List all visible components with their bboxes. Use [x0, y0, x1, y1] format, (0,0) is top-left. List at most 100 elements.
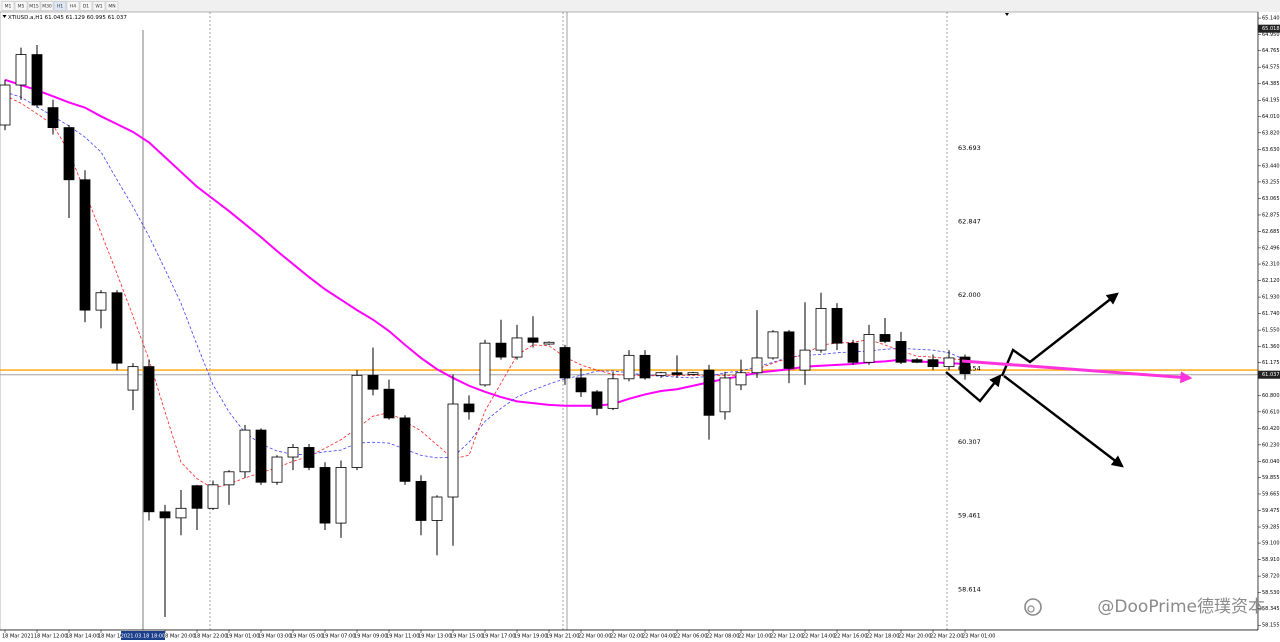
x-tick-label: 22 Mar 04:00: [642, 634, 675, 640]
candle-body: [591, 391, 603, 409]
x-tick-label: 19 Mar 13:00: [418, 634, 451, 640]
x-tick-label: 19 Mar 05:00: [290, 634, 323, 640]
timeframe-button[interactable]: [92, 1, 106, 11]
timeframe-label[interactable]: M1: [5, 4, 12, 10]
candle-body: [687, 372, 699, 375]
x-tick-label: 19 Mar 17:00: [482, 634, 515, 640]
y-tick-label: 58.345: [1262, 606, 1280, 612]
x-tick-label: 18 Mar 16:00: [98, 634, 131, 640]
y-tick-label: 63.820: [1262, 130, 1280, 136]
timeframe-label[interactable]: W1: [95, 4, 102, 10]
timeframe-label[interactable]: H4: [70, 4, 76, 10]
scenario-arrow: [1003, 375, 1124, 468]
timeframe-label[interactable]: M30: [42, 4, 52, 10]
y-tick-label: 61.550: [1262, 328, 1280, 334]
candle-body: [95, 292, 107, 311]
candle-body: [271, 456, 283, 483]
timeframe-button[interactable]: [27, 1, 41, 11]
y-tick-label: 62.120: [1262, 278, 1280, 284]
candle-body: [79, 179, 91, 311]
x-tick-label: 22 Mar 10:00: [738, 634, 771, 640]
x-tick-label: 19 Mar 11:00: [386, 634, 419, 640]
timeframe-label[interactable]: M15: [29, 4, 39, 10]
y-tick-label: 58.155: [1262, 623, 1280, 629]
timeframe-button[interactable]: [105, 1, 119, 11]
candle-body: [159, 511, 171, 519]
candle-body: [911, 359, 923, 363]
price-marker-label: 65.018: [1262, 26, 1280, 32]
x-tick-label: 19 Mar 07:00: [322, 634, 355, 640]
price-marker: [1258, 24, 1280, 33]
open-price: 61.045: [45, 15, 65, 21]
time-axis: [0, 630, 1280, 642]
candle-body: [31, 54, 43, 106]
timeframe-label[interactable]: D1: [83, 4, 89, 10]
candle-body: [559, 347, 571, 379]
y-tick-label: 59.285: [1262, 525, 1280, 531]
candle-body: [175, 507, 187, 519]
timeframe-label[interactable]: M5: [18, 4, 25, 10]
y-tick-label: 59.475: [1262, 508, 1280, 514]
candle-body: [799, 349, 811, 371]
candle-body: [239, 429, 251, 473]
watermark: @DooPrime德璞资本: [1097, 597, 1265, 617]
timeframe-button[interactable]: [40, 1, 54, 11]
y-tick-label: 63.440: [1262, 163, 1280, 169]
y-tick-label: 64.950: [1262, 32, 1280, 38]
y-tick-label: 58.910: [1262, 557, 1280, 563]
timeframe-button[interactable]: [14, 1, 28, 11]
y-tick-label: 59.100: [1262, 541, 1280, 547]
close-price: 61.037: [108, 15, 128, 21]
candle-body: [479, 342, 491, 386]
candle-body: [751, 357, 763, 374]
candle-body: [415, 480, 427, 521]
header-arrow: [2, 15, 7, 18]
x-tick-label: 19 Mar 03:00: [258, 634, 291, 640]
watermark-icon: [1024, 598, 1042, 616]
candle-body: [303, 447, 315, 468]
timeframe-button[interactable]: [53, 1, 67, 11]
timeframe-label[interactable]: H1: [57, 4, 63, 10]
y-tick-label: 59.665: [1262, 491, 1280, 497]
y-tick-label: 65.140: [1262, 16, 1280, 22]
timeframe-button[interactable]: [66, 1, 80, 11]
x-tick-label: 22 Mar 20:00: [898, 634, 931, 640]
y-tick-label: 61.360: [1262, 344, 1280, 350]
candle-body: [671, 372, 683, 375]
candle-body: [0, 84, 11, 126]
y-tick-label: 64.765: [1262, 48, 1280, 54]
x-tick-label: 19 Mar 15:00: [450, 634, 483, 640]
drawn-arrows: [945, 292, 1193, 468]
candle-body: [143, 366, 155, 513]
x-tick-label: 19 Mar 21:00: [546, 634, 579, 640]
plot-area: [0, 11, 1259, 631]
x-tick-label: 18 Mar 20:00: [162, 634, 195, 640]
x-tick-label: 18 Mar 22:00: [194, 634, 227, 640]
candle-body: [927, 359, 939, 368]
timeframe-button[interactable]: [79, 1, 93, 11]
x-tick-label: 22 Mar 06:00: [674, 634, 707, 640]
y-tick-label: 62.875: [1262, 212, 1280, 218]
x-tick-label: 22 Mar 02:00: [610, 634, 643, 640]
x-tick-label: 22 Mar 18:00: [866, 634, 899, 640]
timeframe-button[interactable]: [1, 1, 15, 11]
candle-body: [111, 292, 123, 364]
timeframe-label[interactable]: MN: [108, 4, 115, 10]
candle-body: [335, 467, 347, 524]
y-tick-label: 60.040: [1262, 459, 1280, 465]
toolbar: [0, 0, 1280, 12]
timeframe-bar: M1 M5 M15 M30 H1 H4 D1 W1 MN: [1, 1, 119, 11]
y-tick-label: 61.930: [1262, 295, 1280, 301]
level-label: 60.307: [958, 438, 981, 446]
high-price: 61.129: [66, 15, 86, 21]
x-tick-label: 22 Mar 12:00: [770, 634, 803, 640]
candle-body: [895, 341, 907, 363]
scenario-arrow: [945, 371, 1002, 403]
y-tick-label: 63.630: [1262, 147, 1280, 153]
candle-body: [447, 403, 459, 498]
candle-body: [15, 54, 27, 86]
candle-body: [255, 429, 267, 483]
candle-body: [639, 354, 651, 379]
candle-body: [287, 447, 299, 458]
candle-body: [847, 342, 859, 363]
